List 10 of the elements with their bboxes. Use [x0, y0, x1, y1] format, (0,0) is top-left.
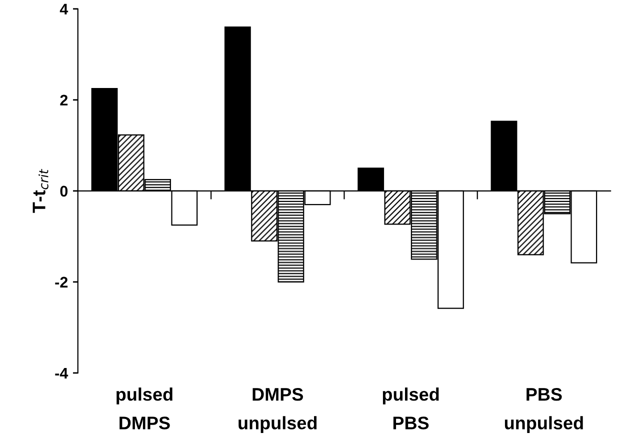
- y-axis-title: T-t$_{crit}$: [32, 168, 48, 213]
- y-tick-label: 2: [60, 94, 68, 106]
- x-tick-label: pulsed DMPS: [116, 388, 172, 430]
- x-tick-label: pulsed PBS: [382, 388, 439, 430]
- x-tick-label: PBS unpulsed: [504, 388, 583, 433]
- y-tick-label: 4: [60, 4, 68, 14]
- y-tick-label: -2: [55, 276, 68, 288]
- y-tick-label: -4: [55, 368, 68, 378]
- x-tick-label: DMPS unpulsed: [238, 388, 317, 433]
- y-tick-label: 0: [60, 186, 68, 197]
